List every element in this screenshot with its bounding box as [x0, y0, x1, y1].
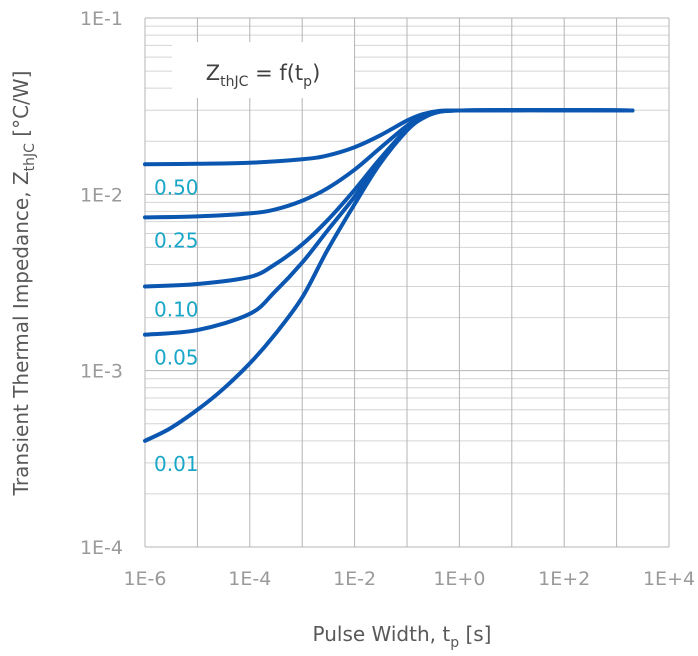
series-label-0.10: 0.10: [154, 298, 199, 322]
series-curves: [143, 108, 635, 443]
series-label-0.05: 0.05: [154, 346, 199, 370]
x-tick-label: 1E-4: [228, 568, 271, 590]
x-tick-label: 1E+4: [643, 568, 695, 590]
y-tick-labels: 1E-4 1E-3 1E-2 1E-1: [80, 8, 123, 559]
series-line-0.10: [143, 108, 635, 289]
series-line-0.50: [143, 108, 635, 167]
x-tick-labels: 1E-6 1E-4 1E-2 1E+0 1E+2 1E+4: [123, 568, 695, 590]
annotation-text: ZthJC = f(tp): [206, 61, 321, 90]
series-line-0.05: [143, 108, 635, 337]
series-label-0.50: 0.50: [154, 175, 199, 199]
series-label-0.01: 0.01: [154, 452, 199, 476]
y-tick-label: 1E-3: [80, 361, 123, 383]
x-tick-label: 1E-6: [123, 568, 166, 590]
annotation-box: ZthJC = f(tp): [172, 42, 354, 98]
y-tick-label: 1E-1: [80, 8, 123, 30]
y-axis-title: Transient Thermal Impedance, ZthJC [°C/W…: [9, 71, 38, 497]
y-tick-label: 1E-2: [80, 184, 123, 206]
x-tick-label: 1E-2: [333, 568, 376, 590]
series-line-0.01: [143, 108, 635, 443]
x-tick-label: 1E+0: [433, 568, 485, 590]
x-axis-title: Pulse Width, tp [s]: [313, 622, 492, 651]
y-tick-label: 1E-4: [80, 537, 123, 559]
series-label-0.25: 0.25: [154, 228, 199, 252]
x-tick-label: 1E+2: [538, 568, 590, 590]
series-labels: 0.50 0.25 0.10 0.05 0.01: [154, 175, 199, 476]
